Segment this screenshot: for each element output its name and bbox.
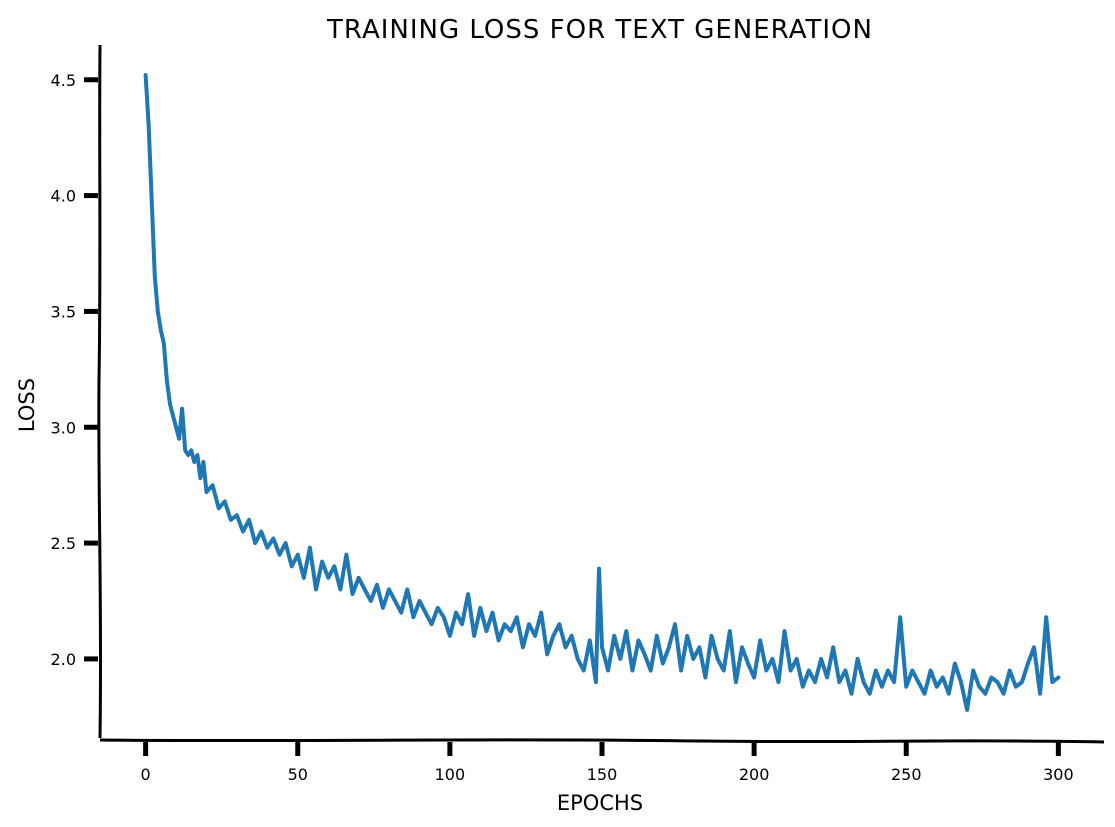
y-axis-label: LOSS [15,378,39,432]
y-tick-label: 2.0 [51,650,76,669]
y-tick-label: 2.5 [51,534,76,553]
x-axis-line [99,738,1105,744]
y-ticks: 2.0 2.5 3.0 3.5 4.0 4.5 [51,71,98,669]
x-tick-label: 100 [435,765,466,784]
x-tick-label: 0 [141,765,151,784]
chart-title: TRAINING LOSS FOR TEXT GENERATION [326,15,873,45]
y-tick-label: 3.0 [51,418,76,437]
y-axis-line [97,44,103,739]
x-tick-label: 200 [739,765,770,784]
x-axis-label: EPOCHS [557,791,643,815]
loss-series-line [143,73,1061,712]
y-tick-label: 4.5 [51,71,76,90]
x-tick-label: 300 [1043,765,1074,784]
y-tick-label: 4.0 [51,187,76,206]
x-ticks: 0 50 100 150 200 250 300 [141,742,1074,784]
x-tick-label: 150 [587,765,618,784]
x-tick-label: 50 [288,765,308,784]
x-tick-label: 250 [891,765,922,784]
y-tick-label: 3.5 [51,302,76,321]
